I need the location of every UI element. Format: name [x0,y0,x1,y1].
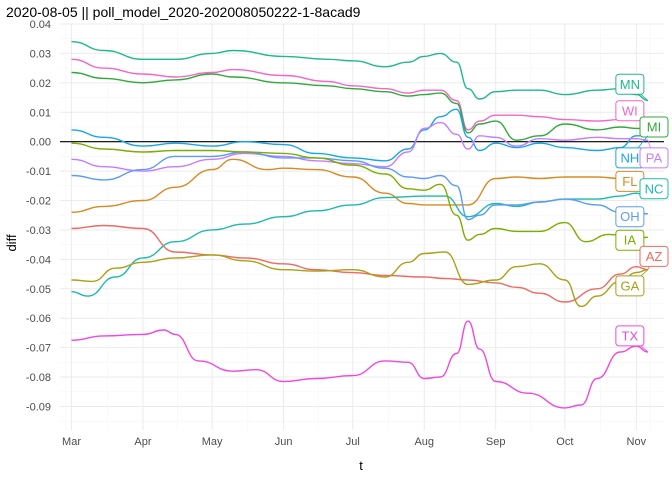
end-label-text: NH [620,150,639,165]
y-tick-label: -0.07 [26,343,51,355]
end-label-box [639,116,669,138]
end-label-box [639,147,669,169]
end-label-wi: WI [615,100,649,122]
y-axis-title: diff [4,234,19,251]
chart-title: 2020-08-05 || poll_model_2020-2020080502… [6,4,361,20]
y-axis-ticks: 0.04 0.03 0.02 0.01 0.00 -0.01 -0.02 -0.03 -0.04… [26,19,51,413]
end-label-tx: TX [615,325,649,353]
end-label-box [615,206,645,228]
end-label-pa: PA [639,140,669,169]
y-tick-label: -0.04 [26,254,51,266]
end-label-ia: IA [615,229,648,251]
series-lines [71,41,648,409]
end-label-text: MI [647,119,661,134]
y-tick-label: -0.02 [26,196,51,208]
y-tick-label: -0.08 [26,372,51,384]
x-tick-label: Aug [414,436,434,448]
end-label-text: GA [620,278,639,293]
x-tick-label: Nov [627,436,647,448]
gridlines [60,23,664,430]
end-label-box [615,100,645,122]
end-label-nh: NH [615,135,649,169]
y-tick-label: 0.02 [30,78,51,90]
end-label-fl: FL [615,170,648,192]
x-tick-label: Mar [62,436,81,448]
end-label-text: AZ [646,249,663,264]
end-label-text: FL [622,174,637,189]
y-tick-label: 0.03 [30,48,51,60]
end-label-ga: GA [615,269,649,297]
y-tick-label: -0.01 [26,166,51,178]
end-label-box [615,325,645,347]
y-tick-label: -0.03 [26,225,51,237]
x-axis-ticks: Mar Apr May Jun Jul Aug Sep Oct Nov [62,436,647,448]
x-tick-label: Jun [275,436,293,448]
x-tick-label: Sep [486,436,506,448]
x-tick-label: Apr [134,436,151,448]
end-label-text: OH [620,209,640,224]
y-tick-label: -0.06 [26,313,51,325]
end-label-text: MN [620,77,640,92]
y-tick-label: -0.05 [26,284,51,296]
y-tick-label: 0.04 [30,19,51,31]
series-line-ia [71,142,648,243]
end-label-az: AZ [639,245,669,270]
end-label-mn: MN [615,73,649,101]
end-label-box [615,229,645,251]
x-tick-label: May [202,436,223,448]
series-line-az [71,224,648,303]
series-line-pa [71,121,648,172]
end-label-text: NC [645,181,664,196]
end-label-mi: MI [639,116,669,138]
end-label-text: TX [622,328,639,343]
series-line-oh [71,151,648,221]
series-line-fl [71,158,648,213]
end-label-box [615,73,645,95]
y-tick-label: -0.09 [26,401,51,413]
x-tick-label: Oct [556,436,573,448]
y-tick-label: 0.01 [30,107,51,119]
end-label-box [639,245,669,267]
series-line-ga [71,251,648,308]
x-axis-title: t [359,458,363,473]
series-end-labels: MN WI MI NH PA FL NC OH IA AZ GA TX [615,73,669,353]
end-label-box [639,178,669,200]
end-label-nc: NC [639,178,669,200]
end-label-text: WI [622,103,638,118]
series-line-wi [71,58,648,131]
series-line-mn [71,41,648,102]
series-line-nh [71,108,648,162]
x-tick-label: Jul [346,436,360,448]
series-line-mi [71,71,648,141]
end-label-text: PA [646,150,663,165]
end-label-box [615,275,645,297]
series-line-tx [71,320,648,409]
series-line-nc [71,192,648,297]
y-tick-label: 0.00 [30,137,51,149]
end-label-text: IA [624,233,637,248]
end-label-oh: OH [615,206,648,228]
